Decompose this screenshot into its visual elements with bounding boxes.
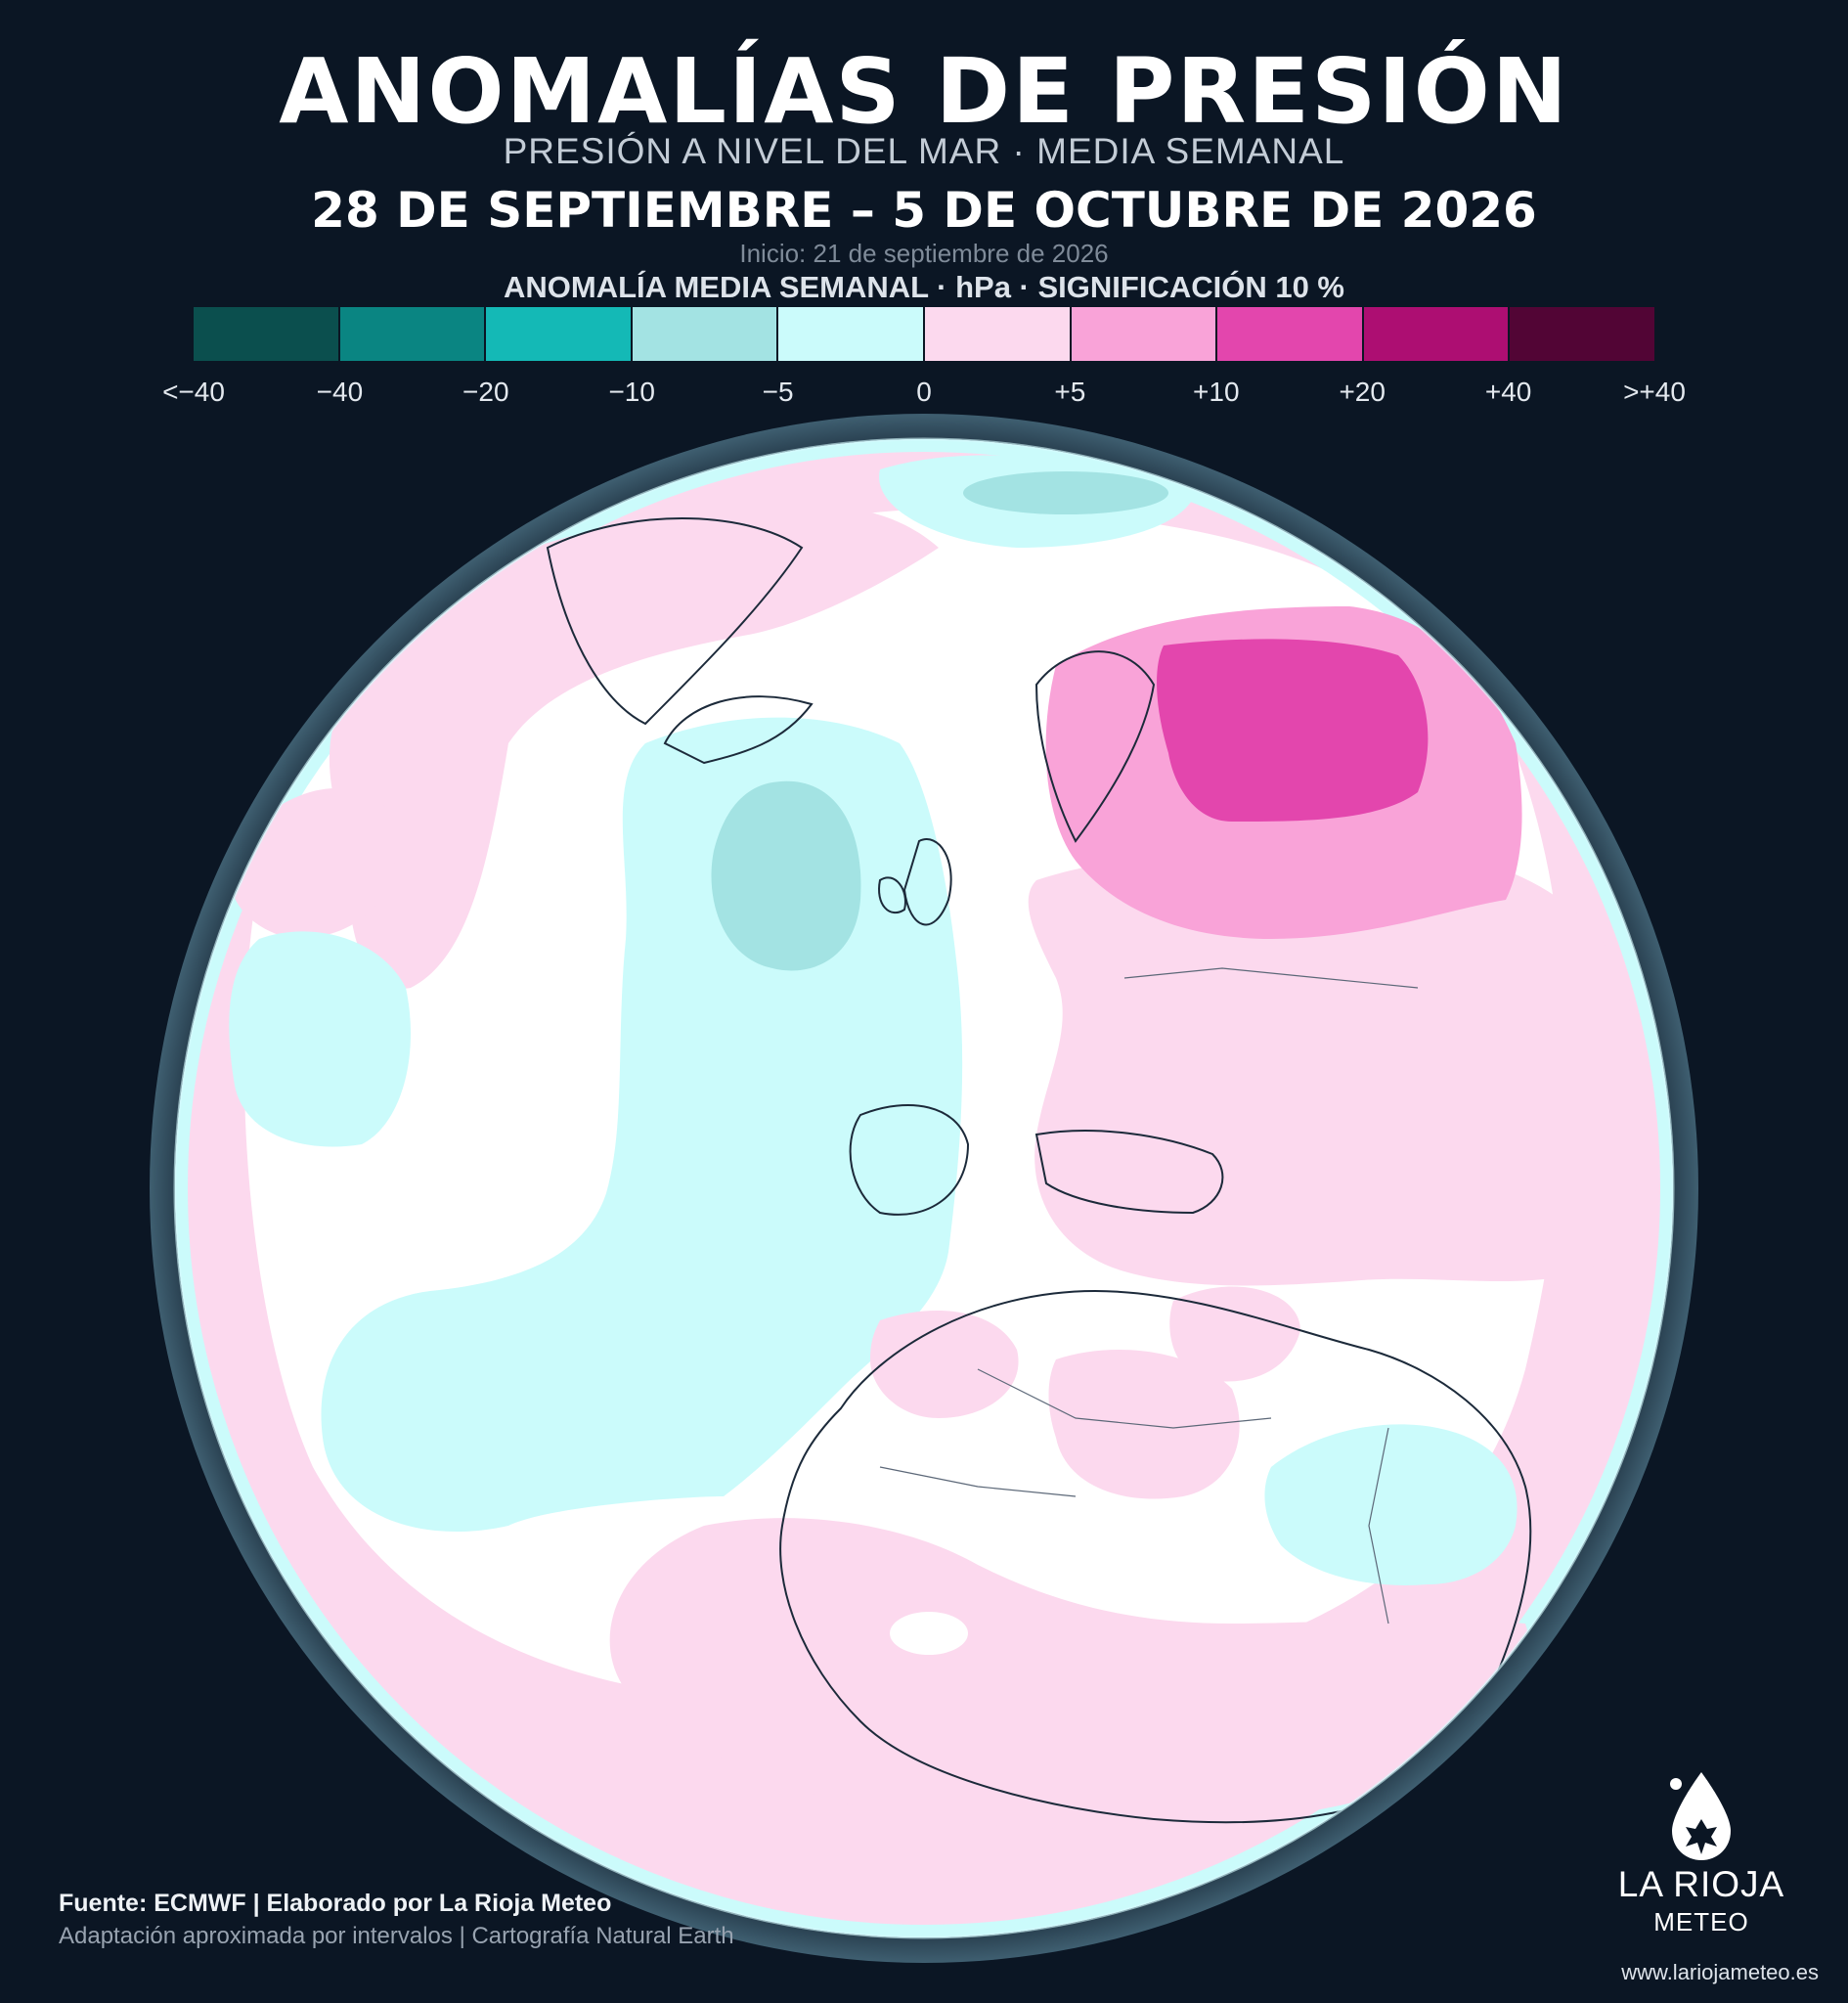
border-line	[977, 1368, 1272, 1429]
arctic-moderate-negative	[963, 471, 1168, 514]
scandinavia-strong-positive	[1157, 639, 1429, 822]
legend-tick-label: 0	[916, 377, 932, 407]
legend-swatch	[1510, 307, 1654, 361]
legend-tick-label: +20	[1339, 377, 1386, 407]
south-iceland-moderate-negative	[711, 780, 861, 971]
legend-tick-label: +40	[1484, 377, 1532, 407]
legend-tick-label: >+40	[1623, 377, 1686, 407]
legend-swatch	[632, 307, 779, 361]
iceland-coast	[663, 695, 814, 765]
europe-positive-area	[1028, 847, 1645, 1286]
brand-name: LA RIOJA	[1617, 1864, 1785, 1904]
legend-tick-label: −20	[462, 377, 509, 407]
water-drop-icon	[1670, 1772, 1731, 1860]
legend-swatch	[778, 307, 925, 361]
legend-swatch	[1217, 307, 1364, 361]
legend-swatch	[194, 307, 340, 361]
north-africa-positive-area	[870, 1286, 1300, 1499]
legend-ticks: <−40 −40 −20 −10 −5 0 +5 +10 +20 +40 >+40	[0, 377, 1848, 416]
source-note: Adaptación aproximada por intervalos | C…	[59, 1923, 734, 1949]
ireland-coast	[878, 876, 906, 914]
init-date: Inicio: 21 de septiembre de 2026	[739, 239, 1109, 268]
greenland-positive-area	[329, 505, 939, 989]
legend-tick-label: −5	[762, 377, 794, 407]
legend-swatch	[1363, 307, 1511, 361]
legend-swatch	[339, 307, 487, 361]
norway-coast	[1034, 650, 1156, 843]
legend-swatch	[1071, 307, 1218, 361]
mediterranean-north-coast	[1034, 1130, 1224, 1215]
border-line	[1123, 967, 1419, 989]
border-line	[879, 1466, 1077, 1497]
sahel-zero-patch	[890, 1612, 968, 1655]
legend-tick-label: <−40	[162, 377, 225, 407]
legend-title: ANOMALÍA MEDIA SEMANAL · hPa · SIGNIFICA…	[503, 270, 1344, 304]
border-line	[1368, 1427, 1389, 1625]
legend-tick-label: +5	[1054, 377, 1086, 407]
west-atlantic-negative-area	[229, 931, 411, 1147]
legend-tick-label: +10	[1193, 377, 1240, 407]
source-credit: Fuente: ECMWF | Elaborado por La Rioja M…	[59, 1890, 612, 1917]
globe-outline	[173, 437, 1675, 1939]
iberia-coast	[849, 1104, 970, 1216]
page-title: ANOMALÍAS DE PRESIÓN	[279, 39, 1569, 144]
central-zero-patch	[1036, 1555, 1095, 1594]
greenland-coast	[546, 517, 804, 726]
website-link[interactable]: www.lariojameteo.es	[1621, 1960, 1819, 1984]
sahara-positive-area	[609, 1518, 1530, 1829]
date-range: 28 DE SEPTIEMBRE – 5 DE OCTUBRE DE 2026	[311, 182, 1537, 239]
subtitle: PRESIÓN A NIVEL DEL MAR · MEDIA SEMANAL	[503, 131, 1345, 171]
brand-subname: METEO	[1653, 1907, 1749, 1936]
legend-tick-label: −40	[316, 377, 364, 407]
country-borders	[879, 967, 1419, 1625]
legend-swatch	[486, 307, 633, 361]
color-legend-bar	[194, 307, 1654, 361]
legend-swatch	[924, 307, 1072, 361]
britain-coast	[902, 838, 952, 926]
canada-positive-area	[228, 788, 397, 939]
legend-tick-label: −10	[608, 377, 655, 407]
east-africa-negative-area	[1264, 1424, 1518, 1585]
